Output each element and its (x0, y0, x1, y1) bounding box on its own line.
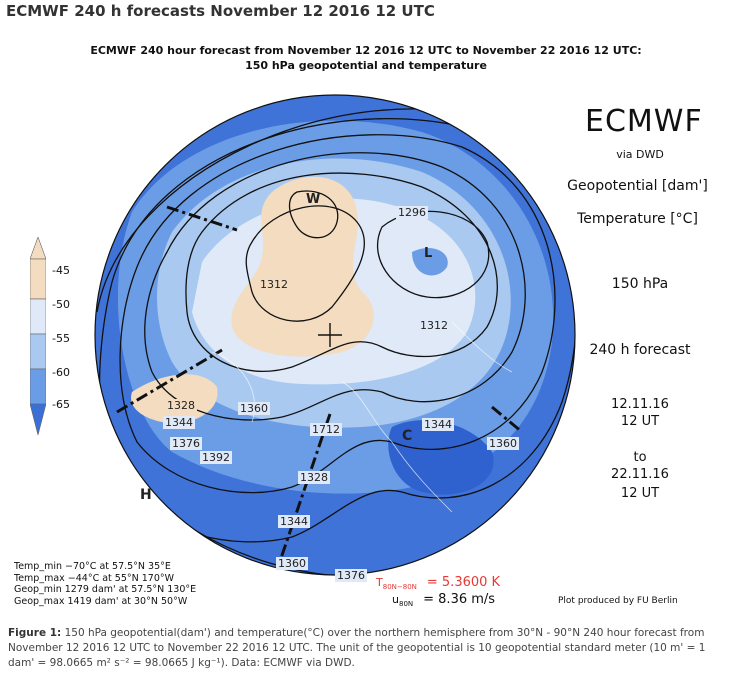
tgrad-value: = 5.3600 K (426, 575, 501, 590)
colorbar-arrow-top (30, 237, 46, 260)
forecast-horizon: 240 h forecast (589, 342, 691, 358)
colorbar-band (30, 298, 46, 335)
trough-axis (116, 348, 223, 414)
geopotential-label: Geopotential [dam'] (567, 178, 708, 194)
caption-text: 150 hPa geopotential(dam') and temperatu… (8, 627, 706, 669)
brand-logo-text: ECMWF (585, 104, 703, 139)
u-value: = 8.36 m/s (423, 592, 496, 607)
tgrad-label: T (376, 576, 383, 589)
u-sub: 80N (398, 600, 414, 609)
plot-credit: Plot produced by FU Berlin (558, 596, 678, 606)
to-label: to (633, 450, 647, 465)
figure-caption: Figure 1: 150 hPa geopotential(dam') and… (8, 626, 724, 671)
source-via: via DWD (616, 148, 664, 161)
stat-geop-max: Geop_max 1419 dam' at 30°N 50°W (14, 595, 188, 607)
colorbar-band (30, 258, 46, 300)
wind-value: u80N = 8.36 m/s (392, 592, 495, 608)
init-time: 12 UT (620, 414, 660, 429)
tgrad-sub: 80N−80N (382, 583, 417, 592)
stat-temp-max: Temp_max −44°C at 55°N 170°W (14, 572, 175, 584)
warm-region (412, 247, 448, 276)
valid-date: 22.11.16 (611, 467, 669, 482)
geopotential-contour (119, 134, 556, 494)
temperature-label: Temperature [°C] (577, 211, 698, 227)
geopotential-contour (185, 172, 498, 372)
pressure-level: 150 hPa (611, 276, 669, 292)
init-date: 12.11.16 (611, 397, 669, 412)
figure-subtitle-line2: 150 hPa geopotential and temperature (245, 59, 487, 72)
geopotential-contour (376, 210, 490, 299)
geopotential-contour (288, 190, 339, 239)
page-title: ECMWF 240 h forecasts November 12 2016 1… (6, 2, 435, 20)
colorbar-band (30, 368, 46, 405)
colorbar-band (30, 333, 46, 370)
caption-label: Figure 1: (8, 627, 62, 639)
polar-map (94, 94, 576, 576)
stats-block: Temp_min −70°C at 57.5°N 35°E Temp_max −… (14, 561, 196, 607)
coastline (451, 321, 513, 373)
figure-subtitle-line1: ECMWF 240 hour forecast from November 12… (90, 44, 642, 57)
geopotential-contour (144, 152, 526, 421)
geopotential-contour (245, 205, 365, 322)
colorbar (30, 237, 46, 436)
colorbar-tick: -45 (52, 264, 70, 277)
colorbar-tick: -50 (52, 298, 70, 311)
colorbar-arrow-bottom (30, 403, 46, 436)
colorbar-tick: -55 (52, 332, 70, 345)
trough-axis (491, 405, 523, 434)
u-label: u (392, 593, 399, 606)
valid-time: 12 UT (620, 486, 660, 501)
cold-region (388, 420, 494, 495)
north-pole-marker (318, 323, 342, 347)
colorbar-tick: -60 (52, 366, 70, 379)
colorbar-tick: -65 (52, 398, 70, 411)
stat-geop-min: Geop_min 1279 dam' at 57.5°N 130°E (14, 584, 197, 595)
stat-temp-min: Temp_min −70°C at 57.5°N 35°E (14, 561, 171, 572)
temperature-gradient: T80N−80N = 5.3600 K (376, 575, 500, 591)
trough-axis (275, 413, 332, 571)
coastline (341, 381, 453, 513)
